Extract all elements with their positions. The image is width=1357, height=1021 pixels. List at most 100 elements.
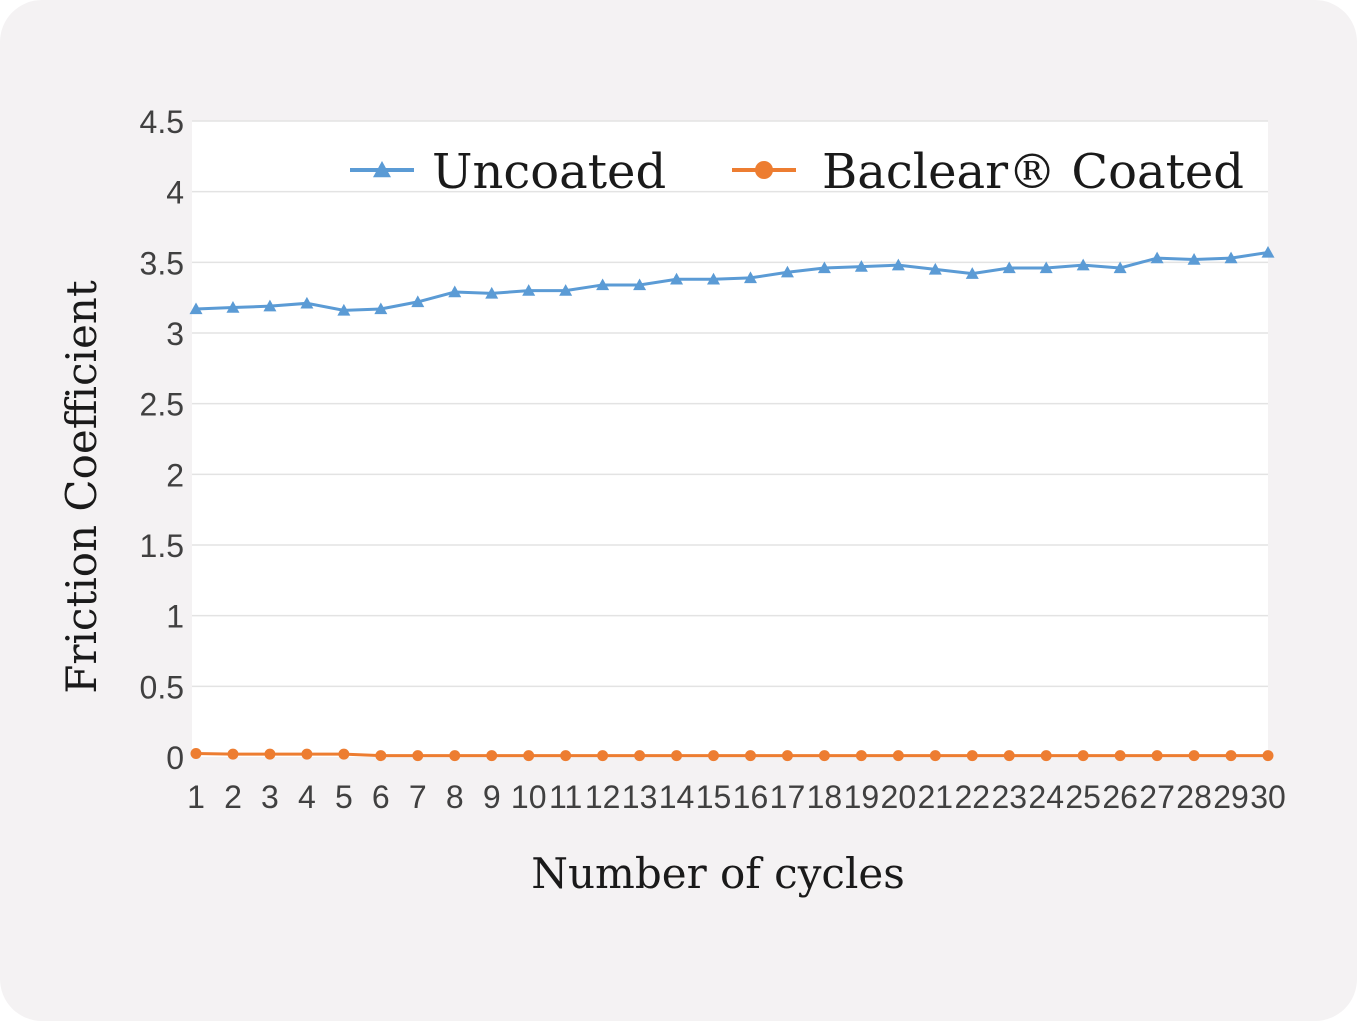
data-point — [707, 272, 721, 285]
x-tick-label: 2 — [224, 779, 242, 815]
y-tick-label: 4 — [166, 175, 184, 211]
y-tick-labels: 0 0.5 1 1.5 2 2.5 3 3.5 4 4.5 — [140, 104, 184, 776]
y-tick-label: 3 — [166, 316, 184, 352]
data-point — [1188, 750, 1200, 762]
data-point — [1262, 750, 1274, 762]
y-tick-label: 1 — [166, 599, 184, 635]
data-point — [337, 303, 351, 316]
legend-marker-triangle — [373, 161, 391, 178]
series-group — [189, 245, 1275, 762]
data-point — [522, 284, 536, 296]
data-point — [1002, 261, 1016, 274]
x-tick-label: 12 — [585, 779, 621, 815]
data-point — [412, 750, 424, 762]
data-point — [708, 750, 720, 762]
series-line-0 — [195, 250, 1269, 312]
data-point — [929, 750, 941, 762]
data-point — [1151, 750, 1163, 762]
x-tick-label: 28 — [1176, 779, 1212, 815]
data-point — [226, 301, 240, 313]
data-point — [485, 286, 499, 299]
data-point — [189, 302, 203, 315]
data-point — [596, 278, 610, 291]
x-tick-label: 18 — [807, 779, 843, 815]
data-point — [1224, 251, 1238, 264]
data-point — [227, 748, 239, 760]
legend: Uncoated Baclear® Coated — [350, 144, 1244, 200]
data-point — [1039, 261, 1053, 274]
data-point — [781, 750, 793, 762]
data-point — [263, 299, 277, 312]
data-point — [1113, 261, 1127, 274]
y-tick-label: 1.5 — [140, 528, 184, 564]
data-point — [338, 748, 350, 760]
x-tick-label: 6 — [372, 779, 390, 815]
data-point — [1040, 750, 1052, 762]
x-tick-label: 27 — [1139, 779, 1175, 815]
plot-area — [192, 121, 1268, 757]
data-point — [928, 262, 942, 275]
x-tick-label: 26 — [1102, 779, 1138, 815]
data-point — [411, 295, 425, 308]
x-tick-label: 22 — [954, 779, 990, 815]
x-tick-label: 24 — [1028, 779, 1064, 815]
data-point — [560, 750, 572, 762]
data-point — [634, 750, 646, 762]
data-point — [523, 750, 535, 762]
y-tick-label: 2 — [166, 457, 184, 493]
data-point — [1003, 750, 1015, 762]
data-point — [301, 748, 313, 760]
x-tick-label: 9 — [483, 779, 501, 815]
data-point — [375, 750, 387, 762]
data-point — [486, 750, 498, 762]
data-point — [448, 285, 462, 298]
x-tick-label: 15 — [696, 779, 732, 815]
y-tick-label: 4.5 — [140, 104, 184, 140]
data-point — [1225, 750, 1237, 762]
data-point — [817, 261, 831, 274]
legend-label-1: Baclear® Coated — [822, 144, 1244, 200]
x-tick-label: 30 — [1250, 779, 1286, 815]
data-point — [264, 748, 276, 760]
y-tick-label: 2.5 — [140, 387, 184, 423]
data-point — [965, 267, 979, 279]
y-tick-label: 0.5 — [140, 669, 184, 705]
data-point — [671, 750, 683, 762]
x-tick-label: 21 — [918, 779, 954, 815]
x-tick-label: 14 — [659, 779, 695, 815]
data-point — [780, 265, 794, 278]
legend-label-0: Uncoated — [432, 144, 666, 200]
data-point — [1077, 750, 1089, 762]
data-point — [449, 750, 461, 762]
x-tick-label: 3 — [261, 779, 279, 815]
gridlines — [192, 120, 1268, 688]
data-point — [818, 750, 830, 762]
data-point — [597, 750, 609, 762]
y-axis-title: Friction Coefficient — [57, 280, 106, 694]
x-axis-title: Number of cycles — [531, 849, 905, 898]
data-point — [374, 302, 388, 315]
x-tick-label: 13 — [622, 779, 658, 815]
x-tick-labels: 1 2 3 4 5 6 7 8 9 10 11 12 13 14 15 16 17 18 19 20 21 22 23 24 2… — [187, 779, 1286, 815]
data-point — [1076, 258, 1090, 271]
data-point — [855, 750, 867, 762]
x-tick-label: 8 — [446, 779, 464, 815]
data-point — [743, 271, 757, 284]
data-point — [559, 284, 573, 296]
x-tick-label: 20 — [881, 779, 917, 815]
legend-marker-circle — [755, 161, 773, 179]
data-point — [190, 747, 202, 759]
y-tick-label: 3.5 — [140, 245, 184, 281]
data-point — [744, 750, 756, 762]
x-tick-label: 10 — [511, 779, 547, 815]
data-point — [966, 750, 978, 762]
data-point — [854, 260, 868, 272]
data-point — [670, 272, 684, 285]
x-tick-label: 25 — [1065, 779, 1101, 815]
y-tick-label: 0 — [166, 740, 184, 776]
x-tick-label: 5 — [335, 779, 353, 815]
data-point — [633, 278, 647, 291]
x-tick-label: 7 — [409, 779, 427, 815]
data-point — [892, 750, 904, 762]
